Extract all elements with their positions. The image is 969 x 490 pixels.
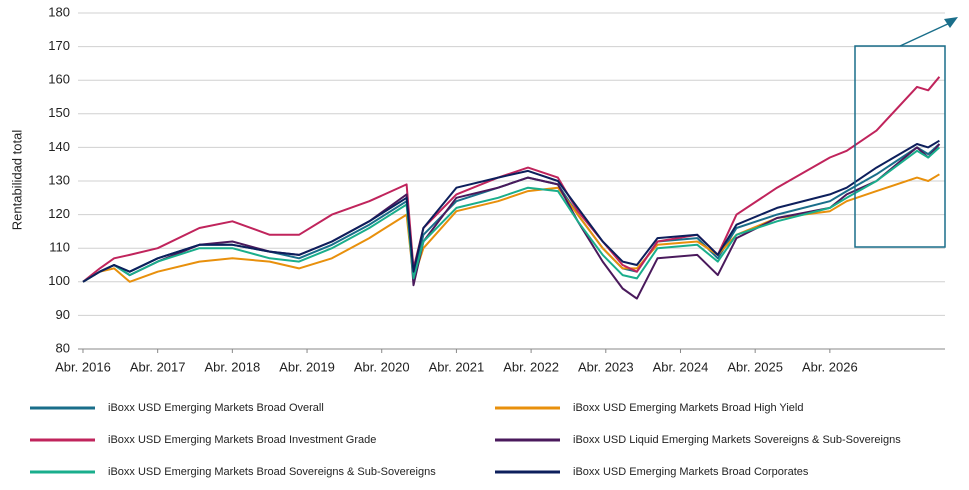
legend-label: iBoxx USD Emerging Markets Broad Overall <box>108 402 324 414</box>
legend-label: iBoxx USD Emerging Markets Broad Soverei… <box>108 466 436 478</box>
legend-label: iBoxx USD Emerging Markets Broad High Yi… <box>573 402 803 414</box>
x-tick-label: Abr. 2017 <box>130 359 186 374</box>
x-tick-label: Abr. 2025 <box>727 359 783 374</box>
legend-label: iBoxx USD Emerging Markets Broad Corpora… <box>573 466 809 478</box>
y-tick-label: 90 <box>56 307 70 322</box>
y-tick-label: 160 <box>48 72 70 87</box>
y-tick-label: 100 <box>48 273 70 288</box>
x-tick-label: Abr. 2021 <box>429 359 485 374</box>
y-axis-label: Rentabilidad total <box>9 130 24 231</box>
arrow-head <box>944 17 958 28</box>
x-tick-label: Abr. 2026 <box>802 359 858 374</box>
series-line <box>82 146 941 283</box>
x-tick-label: Abr. 2018 <box>205 359 261 374</box>
x-tick-label: Abr. 2022 <box>503 359 559 374</box>
x-tick-label: Abr. 2023 <box>578 359 634 374</box>
series-line <box>82 143 941 300</box>
series-line <box>82 76 941 283</box>
y-tick-label: 120 <box>48 206 70 221</box>
x-tick-label: Abr. 2024 <box>653 359 709 374</box>
plot: 80 90 100 110 120 130 140 150 160 170 180 Abr. 2016… <box>30 4 945 478</box>
y-tick-label: 170 <box>48 38 70 53</box>
series-line <box>82 173 940 283</box>
y-tick-label: 80 <box>56 340 70 355</box>
legend-label: iBoxx USD Liquid Emerging Markets Sovere… <box>573 434 901 446</box>
y-tick-label: 150 <box>48 105 70 120</box>
x-tick-label: Abr. 2016 <box>55 359 111 374</box>
annotation-arrow <box>899 21 953 47</box>
legend-label: iBoxx USD Emerging Markets Broad Investm… <box>108 434 376 446</box>
y-tick-label: 130 <box>48 172 70 187</box>
y-tick-label: 180 <box>48 4 70 19</box>
x-tick-label: Abr. 2020 <box>354 359 410 374</box>
y-tick-label: 110 <box>49 240 70 255</box>
series-line <box>82 139 940 283</box>
x-tick-label: Abr. 2019 <box>279 359 335 374</box>
y-tick-label: 140 <box>48 139 70 154</box>
